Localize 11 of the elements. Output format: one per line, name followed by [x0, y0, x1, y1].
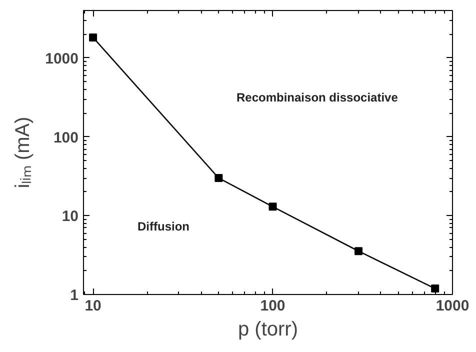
- x-axis-title: p (torr): [238, 318, 298, 340]
- y-tick-label: 1000: [45, 50, 79, 68]
- annotation: Recombinaison dissociative: [236, 90, 398, 104]
- annotation: Diffusion: [138, 220, 190, 234]
- y-tick-label: 10: [62, 208, 79, 226]
- x-tick-label: 100: [260, 298, 286, 314]
- x-tick-label: 1000: [436, 298, 470, 314]
- y-axis-title: iₗᵢₘ (mA): [12, 116, 34, 188]
- x-tick-label: 10: [84, 298, 102, 314]
- y-tick-label: 100: [53, 129, 79, 146]
- y-tick-label: 1: [70, 287, 78, 304]
